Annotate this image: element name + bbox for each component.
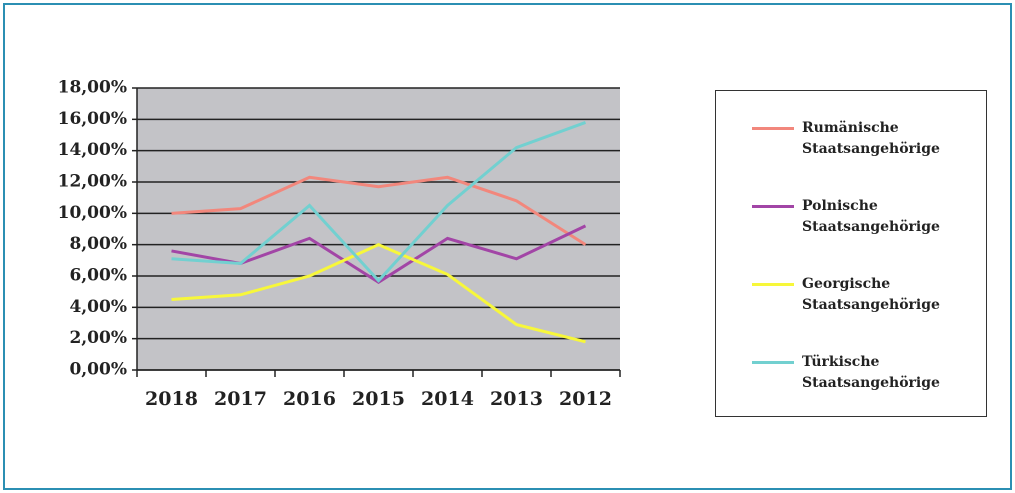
y-tick-label: 0,00% (69, 360, 127, 380)
x-tick-label: 2015 (352, 388, 405, 410)
y-tick-label: 14,00% (58, 140, 127, 160)
y-tick-label: 12,00% (58, 172, 127, 192)
x-tick-label: 2017 (214, 388, 267, 410)
series-line (171, 243, 586, 344)
x-tick-label: 2012 (559, 388, 612, 410)
x-tick-label: 2013 (490, 388, 543, 410)
legend-entry: Rumänische Staatsangehörige (752, 118, 952, 160)
legend-swatch (752, 283, 794, 286)
legend-label: Georgische Staatsangehörige (802, 276, 940, 313)
x-tick-label: 2018 (145, 388, 198, 410)
y-tick-label: 16,00% (58, 109, 127, 129)
legend-label: Polnische Staatsangehörige (802, 198, 940, 235)
y-tick-label: 2,00% (69, 328, 127, 348)
legend-entry: Georgische Staatsangehörige (752, 274, 952, 316)
y-tick-label: 10,00% (58, 203, 127, 223)
x-tick-label: 2014 (421, 388, 474, 410)
y-tick-label: 4,00% (69, 297, 127, 317)
y-tick-label: 18,00% (58, 78, 127, 98)
series-line (171, 121, 587, 283)
legend-entry: Polnische Staatsangehörige (752, 196, 952, 238)
x-tick-label: 2016 (283, 388, 336, 410)
y-tick-label: 8,00% (69, 234, 127, 254)
plot-area (137, 88, 620, 370)
legend-swatch (752, 361, 794, 364)
legend-entry: Türkische Staatsangehörige (752, 352, 952, 394)
legend-label: Rumänische Staatsangehörige (802, 120, 940, 157)
legend-label: Türkische Staatsangehörige (802, 354, 940, 391)
legend-swatch (752, 127, 794, 130)
y-tick-label: 6,00% (69, 266, 127, 286)
legend-swatch (752, 205, 794, 208)
series-line (171, 175, 587, 246)
legend: Rumänische Staatsangehörige Polnische Sta… (715, 90, 987, 417)
